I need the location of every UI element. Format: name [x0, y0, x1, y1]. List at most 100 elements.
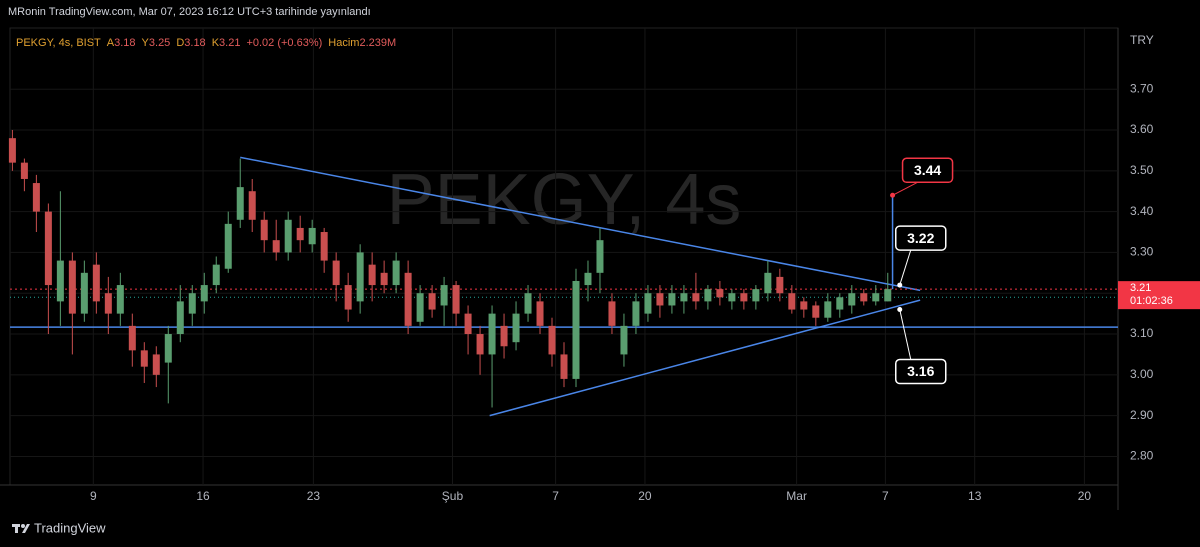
- candle-body: [308, 227, 316, 245]
- candle-body: [416, 293, 424, 322]
- candle-body: [284, 219, 292, 253]
- callout-pointer: [892, 181, 918, 196]
- callout-label: 3.44: [914, 162, 941, 178]
- callout-anchor: [890, 192, 896, 198]
- candle-body: [212, 264, 220, 286]
- callout-anchor: [897, 282, 903, 288]
- callout-box: [901, 157, 954, 184]
- candle-body: [620, 325, 628, 355]
- callout-pointer: [899, 309, 912, 360]
- candle-body: [140, 350, 148, 367]
- candle-body: [800, 301, 808, 310]
- candle-body: [236, 187, 244, 220]
- x-tick-label: 7: [552, 489, 559, 503]
- ohlc-item: D3.18: [176, 37, 205, 49]
- candle-body: [224, 223, 232, 269]
- ohlc-values: A3.18 Y3.25 D3.18 K3.21: [107, 37, 241, 49]
- candle-body: [608, 301, 616, 326]
- candle-body: [680, 293, 688, 302]
- y-tick-label: 3.00: [1130, 367, 1154, 381]
- callout-box: [895, 358, 947, 385]
- candle-body: [476, 334, 484, 355]
- ohlc-key: Y: [141, 37, 149, 49]
- candle-body: [836, 297, 844, 310]
- candle-body: [320, 232, 328, 261]
- candle-body: [824, 301, 832, 318]
- candle-body: [572, 280, 580, 379]
- x-tick-label: Mar: [786, 489, 807, 503]
- plot-frame: [9, 27, 1119, 486]
- x-tick-label: 7: [882, 489, 889, 503]
- x-tick-label: 20: [1078, 489, 1092, 503]
- candle-body: [116, 285, 124, 314]
- ohlc-legend: PEKGY, 4s, BIST A3.18 Y3.25 D3.18 K3.21 +0.…: [16, 37, 396, 49]
- y-tick-label: 3.60: [1130, 122, 1154, 136]
- candle-body: [344, 285, 352, 310]
- ohlc-value: 3.18: [184, 37, 206, 49]
- candle-body: [500, 325, 508, 347]
- candle-body: [128, 325, 136, 351]
- callout-label: 3.16: [907, 363, 934, 379]
- candle-body: [440, 285, 448, 306]
- currency: TRY: [1130, 33, 1154, 47]
- candle-body: [104, 293, 112, 314]
- candle-body: [332, 260, 340, 286]
- candle-body: [20, 162, 28, 179]
- candle-body: [848, 293, 856, 306]
- callout-anchor: [897, 307, 903, 313]
- candle-body: [80, 272, 88, 314]
- candle-body: [392, 260, 400, 286]
- ohlc-item: Y3.25: [142, 37, 171, 49]
- ohlc-value: 3.25: [148, 37, 171, 49]
- candle-body: [356, 252, 364, 302]
- x-tick-label: 9: [90, 489, 97, 503]
- x-tick-label: Şub: [442, 489, 464, 503]
- candle-body: [656, 293, 664, 306]
- y-tick-label: 3.10: [1130, 326, 1154, 340]
- candle-body: [548, 325, 556, 355]
- candle-body: [296, 227, 304, 241]
- y-tick-label: 3.40: [1130, 204, 1154, 218]
- y-tick-label: 3.70: [1130, 81, 1154, 95]
- candle-body: [560, 354, 568, 379]
- candle-body: [788, 293, 796, 310]
- candle-body: [536, 301, 544, 326]
- candle-body: [872, 293, 880, 302]
- ohlc-item: A3.18: [107, 37, 136, 49]
- candle-body: [704, 289, 712, 302]
- candle-body: [812, 305, 820, 318]
- candle-body: [512, 313, 520, 343]
- ohlc-key: K: [211, 37, 220, 49]
- candle-body: [584, 272, 592, 286]
- candle-body: [596, 240, 604, 273]
- candle-body: [8, 138, 16, 163]
- last-price-label: 3.21: [1130, 282, 1151, 294]
- logo-shape: [21, 524, 25, 528]
- candle-body: [200, 285, 208, 302]
- candle-body: [44, 211, 52, 286]
- volume-value: 2.239M: [359, 37, 397, 49]
- change: +0.02 (+0.63%): [246, 37, 323, 49]
- symbol: PEKGY, 4s, BIST: [16, 37, 101, 49]
- countdown-label: 01:02:36: [1130, 295, 1173, 307]
- candle-body: [452, 285, 460, 314]
- ohlc-item: K3.21: [212, 37, 241, 49]
- candle-body: [728, 293, 736, 302]
- drawing-line: [240, 156, 921, 292]
- drawing-line: [489, 299, 921, 417]
- candle-body: [488, 313, 496, 355]
- candle-body: [272, 240, 280, 253]
- candle-body: [860, 293, 868, 302]
- x-tick-label: 23: [307, 489, 321, 503]
- watermark: PEKGY, 4s: [387, 160, 742, 240]
- candle-body: [632, 301, 640, 326]
- candle-body: [764, 272, 772, 294]
- candle-body: [740, 293, 748, 302]
- y-tick-label: 2.90: [1130, 408, 1154, 422]
- last-price-tag: [1118, 281, 1200, 310]
- logo-shape: [15, 524, 18, 533]
- candle-body: [776, 276, 784, 294]
- x-tick-label: 20: [638, 489, 652, 503]
- candle-body: [884, 289, 892, 302]
